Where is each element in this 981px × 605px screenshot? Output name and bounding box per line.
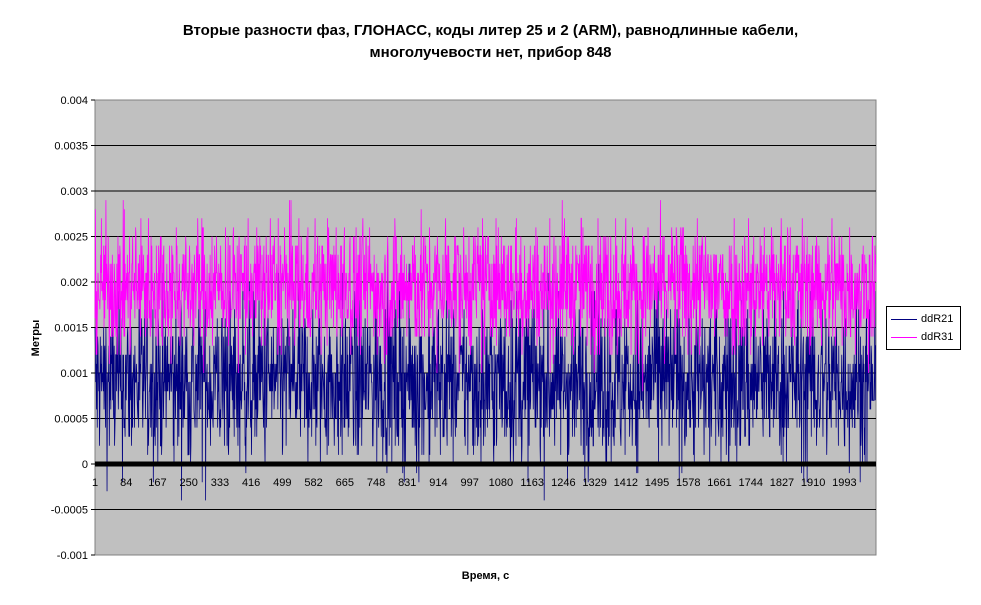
- x-axis-ticks: 1 84 167 250 333 416 499 582 665 748 831 914 997 1080…: [92, 477, 857, 489]
- x-tick-label: 499: [273, 477, 291, 489]
- y-axis-label: Метры: [30, 319, 42, 357]
- legend-item-ddR21: ddR21: [891, 311, 953, 327]
- x-tick-label: 748: [367, 477, 385, 489]
- y-tick-label: 0.004: [60, 95, 88, 107]
- chart-title-line1: Вторые разности фаз, ГЛОНАСС, коды литер…: [182, 22, 799, 39]
- y-tick-label: 0.003: [60, 186, 88, 198]
- x-tick-label: 1412: [614, 477, 638, 489]
- x-tick-label: 665: [336, 477, 354, 489]
- x-tick-label: 1578: [676, 477, 700, 489]
- legend-swatch-ddR31: [891, 336, 917, 338]
- x-tick-label: 250: [179, 477, 197, 489]
- x-tick-label: 914: [429, 477, 447, 489]
- x-axis-label: Время, с: [461, 570, 510, 582]
- legend: ddR21 ddR31: [886, 306, 961, 350]
- x-tick-label: 1495: [645, 477, 669, 489]
- y-axis-ticks: -0.001 -0.0005 0 0.0005 0.001 0.0015 0.002 0.00…: [51, 95, 95, 562]
- series-line-ddR21: [94, 254, 877, 501]
- y-tick-label: 0: [82, 459, 88, 471]
- x-tick-label: 167: [148, 477, 166, 489]
- x-tick-label: 1827: [770, 477, 794, 489]
- y-tick-label: 0.0005: [54, 414, 88, 426]
- x-tick-label: 1744: [738, 477, 762, 489]
- y-tick-label: -0.0005: [51, 505, 88, 517]
- y-tick-label: -0.001: [57, 550, 88, 562]
- x-tick-label: 84: [120, 477, 132, 489]
- legend-swatch-ddR21: [891, 318, 917, 320]
- series-line-ddR31: [94, 200, 877, 392]
- x-tick-label: 1246: [551, 477, 575, 489]
- legend-label-ddR31: ddR31: [921, 331, 954, 343]
- y-tick-label: 0.0025: [54, 232, 88, 244]
- x-tick-label: 1329: [582, 477, 606, 489]
- legend-item-ddR31: ddR31: [891, 329, 953, 345]
- x-tick-label: 1: [92, 477, 98, 489]
- x-tick-label: 831: [398, 477, 416, 489]
- x-tick-label: 1080: [489, 477, 513, 489]
- x-tick-label: 416: [242, 477, 260, 489]
- x-tick-label: 1993: [832, 477, 856, 489]
- y-tick-label: 0.001: [60, 368, 88, 380]
- x-tick-label: 1163: [520, 477, 544, 489]
- x-tick-label: 1661: [707, 477, 731, 489]
- chart-title: Вторые разности фаз, ГЛОНАСС, коды литер…: [0, 20, 981, 64]
- x-tick-label: 997: [461, 477, 479, 489]
- y-tick-label: 0.002: [60, 277, 88, 289]
- x-tick-label: 582: [304, 477, 322, 489]
- x-tick-label: 333: [211, 477, 229, 489]
- y-tick-label: 0.0035: [54, 141, 88, 153]
- y-tick-label: 0.0015: [54, 323, 88, 335]
- series-layer: [94, 200, 877, 501]
- chart-title-line2: многолучевости нет, прибор 848: [369, 44, 612, 61]
- legend-label-ddR21: ddR21: [921, 313, 954, 325]
- x-tick-label: 1910: [801, 477, 825, 489]
